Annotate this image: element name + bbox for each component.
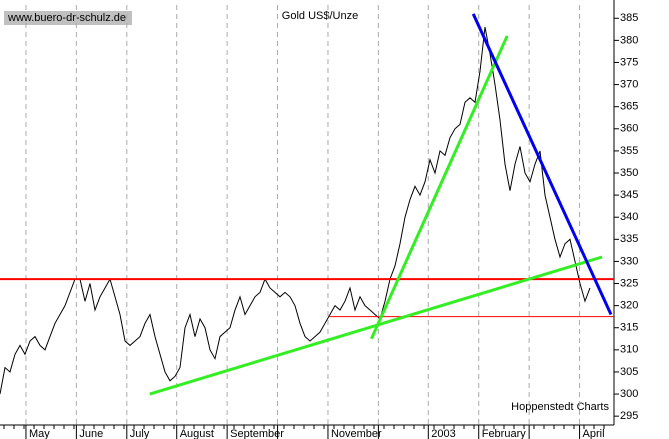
x-tick-label: May xyxy=(29,428,50,439)
y-tick-label: 305 xyxy=(620,366,638,378)
y-tick-label: 360 xyxy=(620,123,638,135)
x-tick-label: February xyxy=(482,428,527,439)
x-tick-label: August xyxy=(180,428,214,439)
y-tick-label: 310 xyxy=(620,344,638,356)
x-tick-label: 2003 xyxy=(431,428,455,439)
y-tick-label: 330 xyxy=(620,255,638,267)
x-tick-label: June xyxy=(79,428,103,439)
source-box xyxy=(4,11,132,25)
credit: Hoppenstedt Charts xyxy=(511,401,609,413)
x-tick-label: November xyxy=(331,428,382,439)
y-tick-label: 315 xyxy=(620,322,638,334)
y-tick-label: 355 xyxy=(620,145,638,157)
y-tick-label: 325 xyxy=(620,277,638,289)
x-tick-label: September xyxy=(230,428,284,439)
y-tick-label: 300 xyxy=(620,388,638,400)
y-tick-label: 380 xyxy=(620,34,638,46)
y-tick-label: 370 xyxy=(620,78,638,90)
trend-line xyxy=(370,35,509,340)
y-tick-label: 385 xyxy=(620,12,638,24)
y-tick-label: 375 xyxy=(620,56,638,68)
source: www.buero-dr-schulz.de xyxy=(7,12,126,24)
trend-line xyxy=(471,13,613,316)
y-tick-label: 350 xyxy=(620,167,638,179)
y-tick-label: 295 xyxy=(620,410,638,422)
y-tick-label: 365 xyxy=(620,101,638,113)
price-line xyxy=(0,27,591,395)
x-tick-label: April xyxy=(583,428,605,439)
y-tick-label: 340 xyxy=(620,211,638,223)
y-tick-label: 320 xyxy=(620,300,638,312)
y-tick-label: 335 xyxy=(620,233,638,245)
chart-title: Gold US$/Unze xyxy=(282,10,358,22)
y-tick-label: 345 xyxy=(620,189,638,201)
x-tick-label: July xyxy=(130,428,150,439)
